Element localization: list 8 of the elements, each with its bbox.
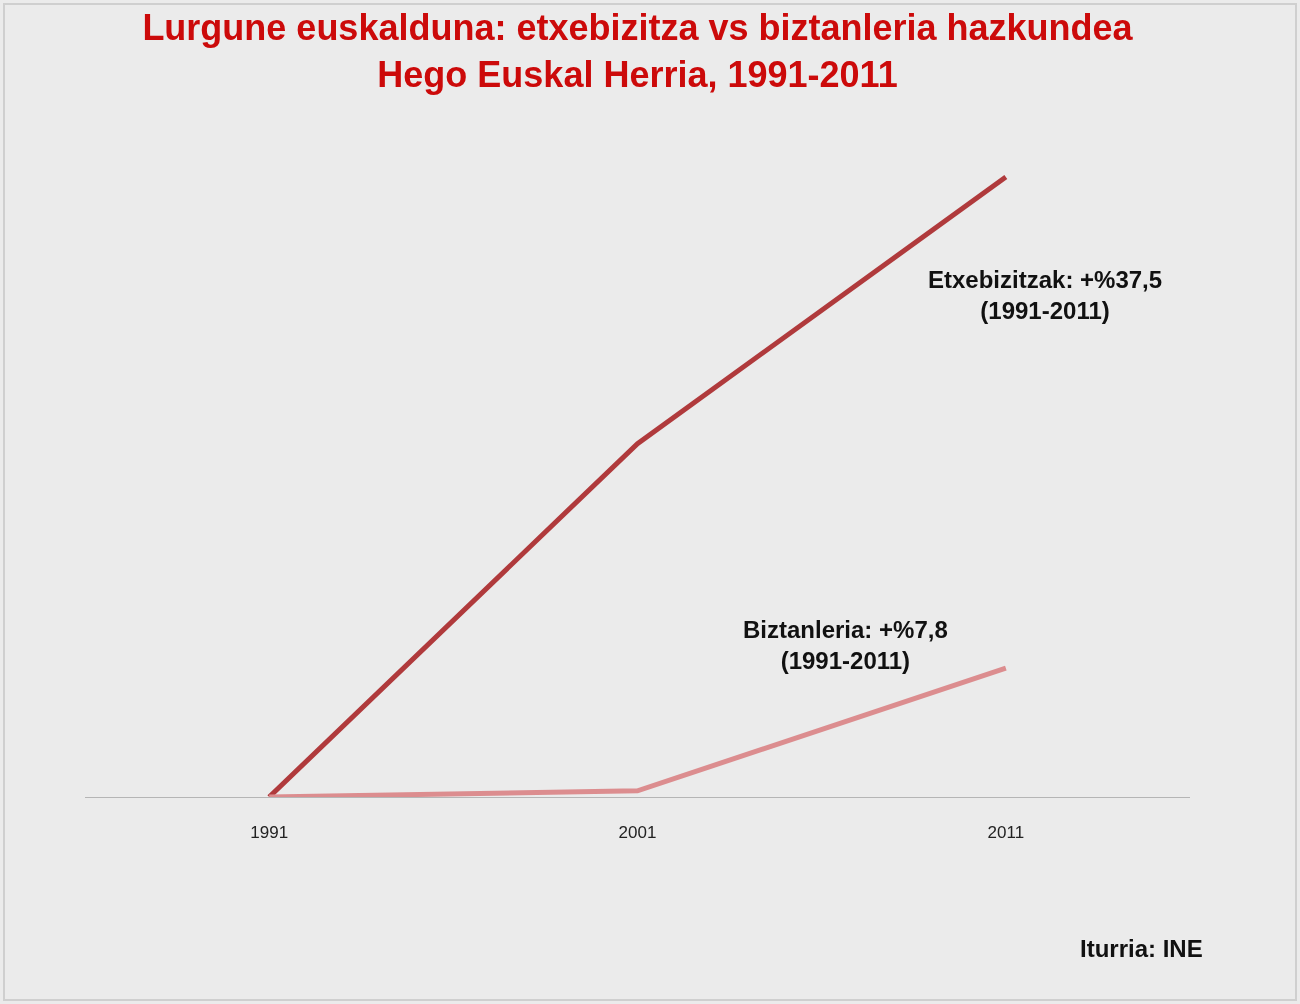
chart-subtitle: Hego Euskal Herria, 1991-2011 — [377, 53, 898, 95]
text: Iturria: INE — [1080, 935, 1203, 962]
x-tick-label: 1991 — [250, 823, 289, 843]
x-tick-label: 2011 — [987, 823, 1025, 843]
annotation: Biztanleria: +%7,8 (1991-2011) — [743, 616, 948, 675]
annotation: Etxebizitzak: +%37,5 (1991-2011) — [928, 266, 1163, 325]
chart-title: Lurgune euskalduna: etxebizitza vs biztanleria hazkundea — [142, 7, 1134, 48]
x-tick-label: 2001 — [618, 823, 657, 843]
